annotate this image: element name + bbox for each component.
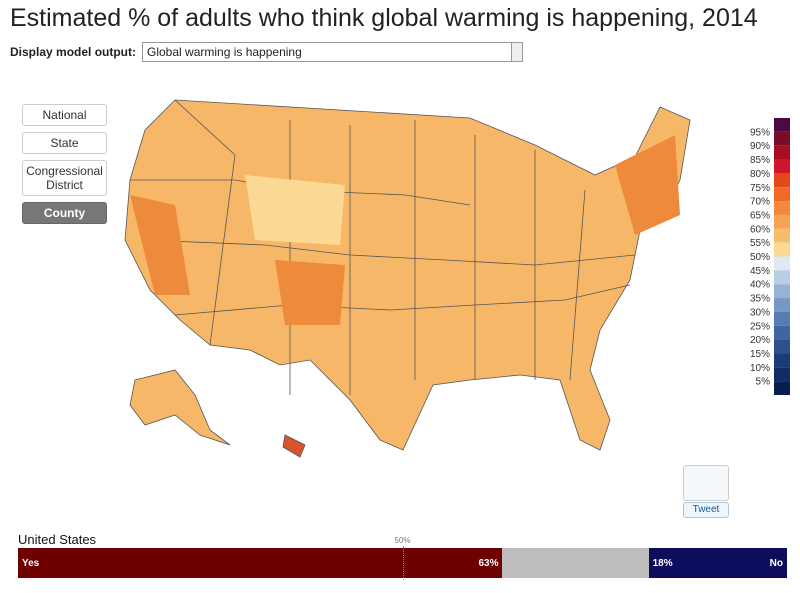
segment-value: 18% bbox=[652, 557, 673, 569]
legend-label: 95% bbox=[750, 127, 770, 138]
state-borders bbox=[174, 99, 236, 346]
geo-button[interactable]: Congressional District bbox=[22, 160, 107, 196]
legend-label: 35% bbox=[750, 294, 770, 305]
geo-button[interactable]: County bbox=[22, 202, 107, 224]
legend-label: 80% bbox=[750, 169, 770, 180]
legend-swatch bbox=[774, 201, 790, 215]
yes-segment: Yes 63% bbox=[18, 548, 503, 578]
segment-name: No bbox=[769, 557, 783, 569]
legend-swatch bbox=[774, 270, 790, 285]
legend-swatch bbox=[774, 145, 790, 160]
legend-label: 70% bbox=[750, 197, 770, 208]
midpoint-line bbox=[402, 546, 404, 580]
legend-swatch bbox=[774, 339, 790, 354]
legend-label: 45% bbox=[750, 266, 770, 277]
midpoint-label: 50% bbox=[394, 536, 411, 545]
page-title: Estimated % of adults who think global w… bbox=[10, 4, 758, 32]
legend: 95% 90% 85% 80% 75% 70% 65% 60% 55% 50% 45% 40% 35% 3… bbox=[750, 118, 790, 395]
legend-label: 30% bbox=[750, 307, 770, 318]
legend-swatch bbox=[774, 118, 790, 132]
geo-buttons: National State Congressional District Count… bbox=[22, 104, 107, 230]
legend-swatch bbox=[774, 159, 790, 174]
legend-label: 85% bbox=[750, 155, 770, 166]
model-control: Display model output: Global warming is … bbox=[10, 42, 523, 62]
contiguous-us bbox=[124, 99, 691, 451]
tweet-button[interactable]: Tweet bbox=[683, 502, 729, 518]
legend-label: 75% bbox=[750, 183, 770, 194]
tweet-preview bbox=[683, 465, 729, 501]
low-region bbox=[245, 175, 345, 245]
model-select[interactable]: Global warming is happening bbox=[142, 42, 523, 62]
state-borders bbox=[144, 239, 636, 266]
legend-label: 90% bbox=[750, 141, 770, 152]
alaska bbox=[129, 369, 231, 446]
legend-swatch bbox=[774, 325, 790, 340]
legend-swatch bbox=[774, 381, 790, 395]
legend-swatch bbox=[774, 131, 790, 146]
geo-button[interactable]: State bbox=[22, 132, 107, 154]
hawaii bbox=[282, 434, 306, 458]
legend-swatch bbox=[774, 214, 790, 229]
high-region bbox=[275, 260, 345, 325]
legend-swatch bbox=[774, 311, 790, 326]
legend-swatch bbox=[774, 367, 790, 382]
segment-name: Yes bbox=[22, 557, 40, 569]
legend-swatch bbox=[774, 284, 790, 299]
state-borders bbox=[569, 189, 586, 381]
legend-label: 15% bbox=[750, 349, 770, 360]
legend-swatch bbox=[774, 256, 790, 271]
region-label: United States bbox=[18, 532, 97, 547]
legend-swatch bbox=[774, 353, 790, 368]
legend-label: 55% bbox=[750, 238, 770, 249]
no-segment: 18% No bbox=[648, 548, 787, 578]
legend-label: 20% bbox=[750, 335, 770, 346]
legend-swatch bbox=[774, 228, 790, 243]
control-label: Display model output: bbox=[10, 45, 136, 59]
legend-label: 25% bbox=[750, 321, 770, 332]
segment-value: 63% bbox=[478, 557, 499, 569]
legend-label: 60% bbox=[750, 224, 770, 235]
legend-label: 65% bbox=[750, 210, 770, 221]
legend-swatch bbox=[774, 242, 790, 257]
legend-swatch bbox=[774, 298, 790, 312]
high-region bbox=[130, 195, 190, 295]
legend-swatch bbox=[774, 187, 790, 202]
geo-button[interactable]: National bbox=[22, 104, 107, 126]
legend-label: 50% bbox=[750, 252, 770, 263]
legend-label: 10% bbox=[750, 363, 770, 374]
legend-label: 5% bbox=[756, 377, 771, 388]
state-borders bbox=[174, 284, 631, 316]
legend-label: 40% bbox=[750, 280, 770, 291]
legend-swatch bbox=[774, 173, 790, 188]
us-map bbox=[124, 99, 691, 458]
high-region bbox=[615, 135, 680, 235]
